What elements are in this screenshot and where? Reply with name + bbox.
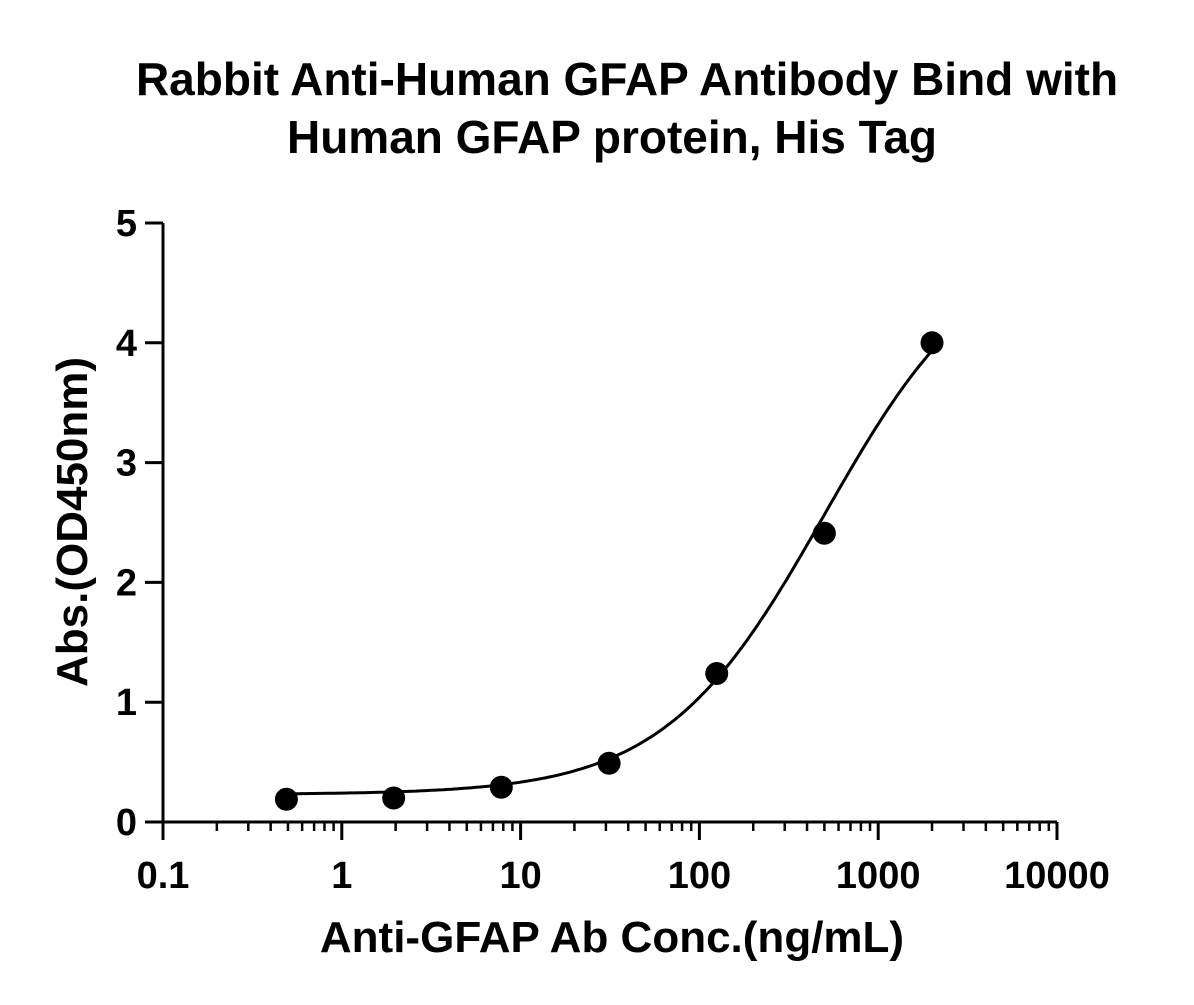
x-tick-label: 10000 xyxy=(1004,855,1110,897)
axes xyxy=(161,223,1057,824)
x-tick-label: 1000 xyxy=(836,855,921,897)
y-tick-label: 0 xyxy=(116,802,137,844)
data-points xyxy=(274,331,944,811)
y-tick-label: 2 xyxy=(116,562,137,604)
tick-labels: 0 1 2 3 4 5 0.1 1 10 100 1000 10000 xyxy=(116,203,1110,897)
data-point xyxy=(597,751,621,775)
data-point xyxy=(489,775,513,799)
x-tick-label: 100 xyxy=(668,855,731,897)
y-tick-label: 4 xyxy=(116,323,137,365)
chart-title-line-2: Human GFAP protein, His Tag xyxy=(287,111,937,163)
x-tick-label: 10 xyxy=(499,855,541,897)
chart-title-line-1: Rabbit Anti-Human GFAP Antibody Bind wit… xyxy=(136,53,1118,105)
data-point xyxy=(705,661,729,685)
x-tick-label: 0.1 xyxy=(137,855,190,897)
y-tick-label: 1 xyxy=(116,682,137,724)
data-point xyxy=(920,331,944,355)
ticks xyxy=(145,221,1059,840)
x-axis-label: Anti-GFAP Ab Conc.(ng/mL) xyxy=(320,913,904,962)
data-point xyxy=(274,787,298,811)
y-tick-label: 3 xyxy=(116,443,137,485)
data-point xyxy=(382,786,406,810)
y-axis-label: Abs.(OD450nm) xyxy=(48,357,97,687)
data-point xyxy=(812,521,836,545)
x-tick-label: 1 xyxy=(331,855,352,897)
fit-curve xyxy=(286,349,934,796)
y-tick-label: 5 xyxy=(116,203,137,245)
